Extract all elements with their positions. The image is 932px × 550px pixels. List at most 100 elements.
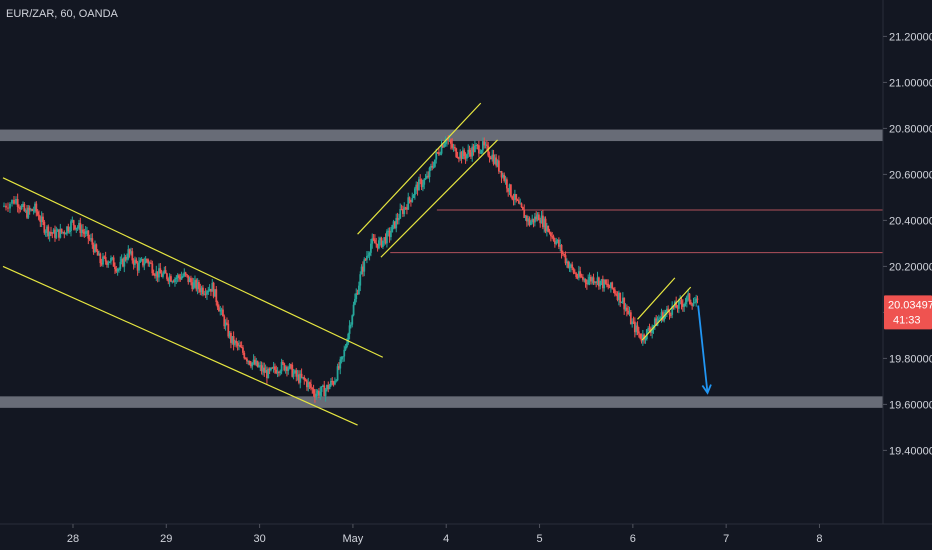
candle-430 [580,273,583,278]
candle-369 [499,171,502,173]
candle-378 [511,195,514,201]
candle-84 [119,256,122,271]
candle-117 [163,266,166,275]
time-tick-label-3: May [343,533,364,545]
candle-348 [471,143,474,162]
candle-179 [246,357,248,365]
candle-286 [388,227,391,243]
candle-459 [619,292,622,307]
candle-227 [310,379,312,391]
candle-149 [206,289,208,300]
candle-243 [331,377,334,386]
candle-193 [264,364,267,373]
candle-462 [623,297,626,315]
candle-404 [545,222,548,237]
candle-324 [439,151,442,156]
candle-178 [244,357,247,360]
candle-181 [248,360,251,366]
candle-343 [464,152,467,164]
candle-456 [615,290,618,297]
candle-283 [384,233,387,245]
candle-350 [473,140,476,153]
time-tick-label-2: 30 [253,533,265,545]
candle-171 [235,337,238,348]
candle-241 [328,383,331,390]
candle-344 [465,153,468,162]
candle-17 [30,208,32,212]
candle-355 [480,149,483,155]
candle-366 [495,154,498,168]
candle-218 [298,370,300,385]
candle-499 [672,306,675,310]
time-tick-label-7: 7 [723,533,729,545]
candle-372 [503,172,506,183]
candle-303 [411,192,414,203]
candle-208 [284,365,287,374]
candle-60 [87,230,90,245]
candle-175 [240,341,243,349]
candle-506 [681,299,684,312]
candle-497 [669,312,672,318]
time-axis[interactable]: 28 29 30 May 4 5 6 7 8 [67,524,823,545]
candle-257 [350,322,352,329]
candle-515 [693,296,696,304]
candle-242 [330,378,332,387]
candle-426 [575,271,578,280]
candle-391 [528,216,531,227]
candle-380 [513,189,516,206]
price-tick-label-7: 19.80000 [889,353,932,365]
arrow-head [701,384,712,395]
trendlines [2,102,692,426]
candle-337 [456,151,459,159]
candle-162 [223,314,226,330]
candle-134 [186,273,188,278]
candle-338 [457,156,460,163]
candle-384 [519,198,522,205]
candle-516 [695,294,698,307]
candle-3 [9,202,11,213]
candle-136 [188,276,191,283]
candle-44 [66,226,68,236]
candle-49 [72,219,75,231]
candle-169 [232,331,235,351]
candle-314 [426,171,428,179]
candle-319 [432,161,435,169]
candle-472 [636,321,639,336]
candle-383 [517,196,520,205]
candle-447 [603,278,606,292]
candle-455 [613,286,616,297]
candle-216 [295,367,298,382]
candle-234 [319,386,322,400]
candle-434 [585,279,588,290]
candle-141 [195,278,198,292]
candle-104 [146,258,148,263]
candle-7 [16,193,19,213]
candle-206 [282,359,284,365]
candle-411 [555,237,558,246]
candle-473 [637,326,640,338]
candle-415 [560,244,563,259]
candle-435 [587,274,590,286]
candle-210 [287,366,290,375]
candle-412 [556,239,559,244]
candle-485 [653,317,656,331]
candle-375 [507,188,510,197]
candle-93 [131,248,134,264]
candle-292 [396,212,399,225]
candle-122 [170,274,172,283]
candle-280 [380,236,383,248]
candle-40 [60,228,63,234]
candle-240 [327,381,330,393]
price-tick-label-1: 21.00000 [889,77,932,89]
candle-54 [79,217,82,237]
candle-489 [659,316,662,320]
candle-285 [387,227,390,237]
candle-256 [348,320,351,340]
candle-437 [589,274,592,285]
candle-12 [23,202,26,212]
candle-311 [422,179,424,192]
candle-339 [459,149,462,161]
candle-23 [38,210,40,221]
candle-14 [26,205,28,220]
